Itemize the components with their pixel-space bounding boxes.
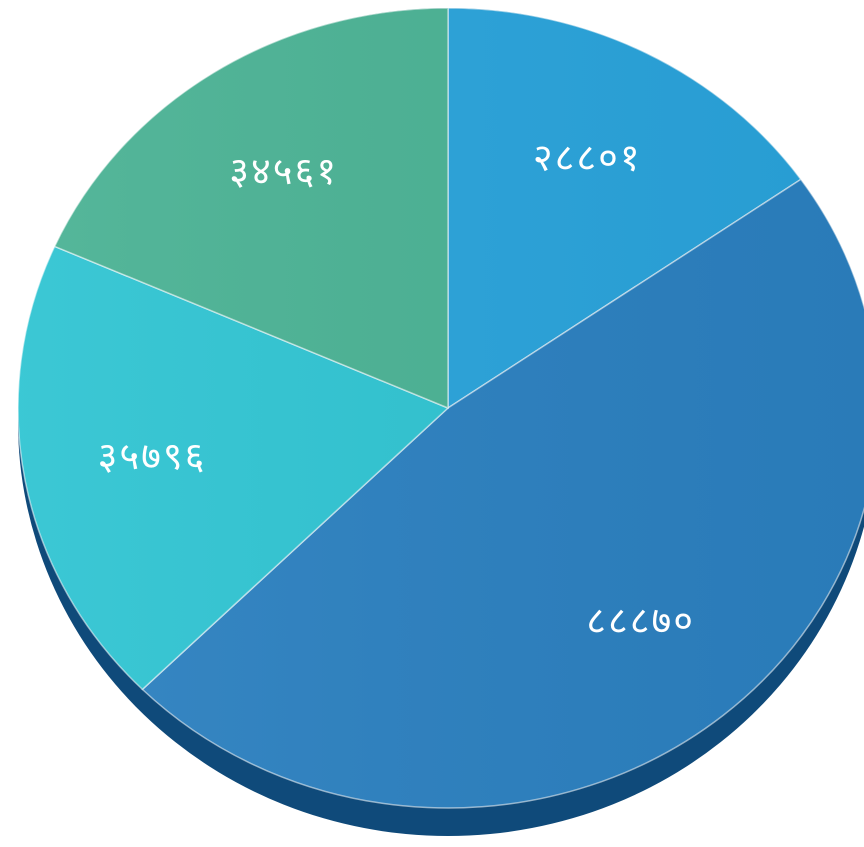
pie-slice-label-3: ३५७९६ — [98, 434, 207, 478]
pie-labels: २८८०१ ८८८७० ३५७९६ ३४५६१ — [98, 135, 695, 643]
pie-slice-label-4: ३४५६१ — [229, 149, 338, 193]
pie-slice-label-1: २८८०१ — [533, 135, 642, 179]
pie-slices — [17, 7, 864, 809]
pie-slice-label-2: ८८८७० — [586, 599, 695, 643]
